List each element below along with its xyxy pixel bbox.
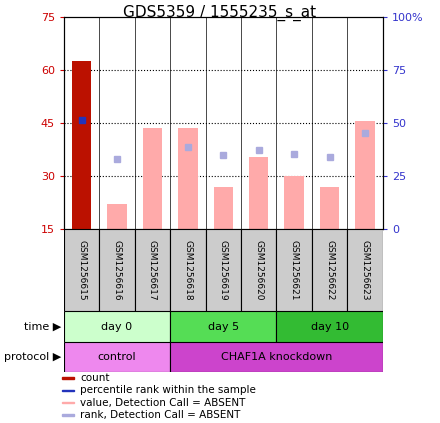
Text: time ▶: time ▶ xyxy=(24,321,62,332)
Text: day 10: day 10 xyxy=(311,321,348,332)
Text: count: count xyxy=(80,374,110,383)
Text: GSM1256618: GSM1256618 xyxy=(183,240,192,300)
Text: CHAF1A knockdown: CHAF1A knockdown xyxy=(221,352,332,362)
Bar xyxy=(64,229,99,311)
Bar xyxy=(62,414,73,416)
Text: GSM1256619: GSM1256619 xyxy=(219,240,228,300)
Text: GSM1256621: GSM1256621 xyxy=(290,240,299,300)
Bar xyxy=(99,229,135,311)
Bar xyxy=(347,229,383,311)
Bar xyxy=(62,377,73,379)
Bar xyxy=(356,121,375,229)
Text: GSM1256615: GSM1256615 xyxy=(77,240,86,300)
Text: GSM1256617: GSM1256617 xyxy=(148,240,157,300)
Bar xyxy=(276,229,312,311)
Bar xyxy=(62,402,73,404)
Text: protocol ▶: protocol ▶ xyxy=(4,352,62,362)
Bar xyxy=(213,187,233,229)
Text: day 5: day 5 xyxy=(208,321,239,332)
Text: percentile rank within the sample: percentile rank within the sample xyxy=(80,385,256,396)
Bar xyxy=(249,157,268,229)
Bar xyxy=(170,311,276,342)
Text: GDS5359 / 1555235_s_at: GDS5359 / 1555235_s_at xyxy=(124,5,316,21)
Bar xyxy=(276,311,383,342)
Bar xyxy=(62,390,73,391)
Text: value, Detection Call = ABSENT: value, Detection Call = ABSENT xyxy=(80,398,246,408)
Text: GSM1256616: GSM1256616 xyxy=(113,240,121,300)
Text: day 0: day 0 xyxy=(101,321,132,332)
Text: GSM1256620: GSM1256620 xyxy=(254,240,263,300)
Bar xyxy=(205,229,241,311)
Text: rank, Detection Call = ABSENT: rank, Detection Call = ABSENT xyxy=(80,410,241,420)
Bar xyxy=(284,176,304,229)
Bar xyxy=(143,129,162,229)
Text: GSM1256622: GSM1256622 xyxy=(325,240,334,300)
Bar xyxy=(320,187,339,229)
Bar xyxy=(64,342,170,372)
Text: GSM1256623: GSM1256623 xyxy=(360,240,370,300)
Text: control: control xyxy=(98,352,136,362)
Bar xyxy=(107,204,127,229)
Bar xyxy=(72,61,91,229)
Bar xyxy=(170,342,383,372)
Bar xyxy=(64,311,170,342)
Bar xyxy=(178,129,198,229)
Bar xyxy=(170,229,205,311)
Bar xyxy=(135,229,170,311)
Bar xyxy=(241,229,276,311)
Bar xyxy=(312,229,347,311)
